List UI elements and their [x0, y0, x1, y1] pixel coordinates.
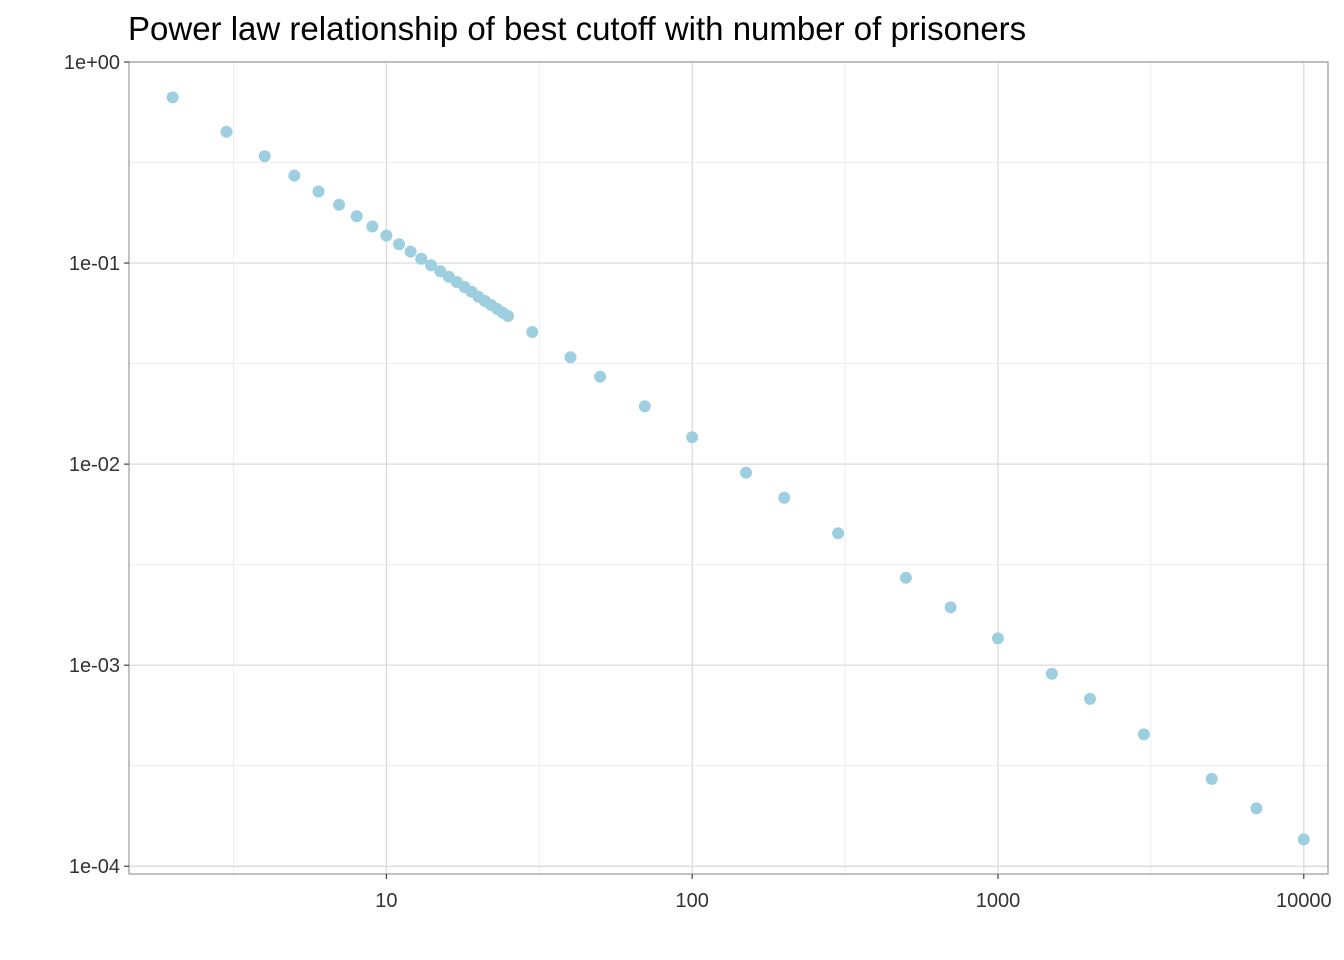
- data-point: [1205, 772, 1218, 785]
- data-point: [258, 150, 271, 163]
- y-tick-label: 1e-02: [69, 454, 120, 476]
- data-point: [1297, 833, 1310, 846]
- data-point: [166, 91, 179, 104]
- major-gridlines: [129, 61, 1328, 874]
- data-point: [404, 245, 417, 258]
- data-point: [686, 431, 699, 444]
- data-point: [564, 351, 577, 364]
- data-points: [166, 91, 1310, 846]
- data-point: [366, 220, 379, 233]
- x-tick-label: 10000: [1276, 890, 1332, 912]
- data-point: [899, 571, 912, 584]
- data-point: [380, 229, 393, 242]
- x-tick-label: 1000: [976, 890, 1021, 912]
- data-point: [778, 491, 791, 504]
- y-tick-label: 1e-04: [69, 856, 120, 878]
- data-point: [220, 125, 233, 138]
- minor-gridlines: [129, 62, 1328, 874]
- data-point: [594, 370, 607, 383]
- data-point: [434, 265, 447, 278]
- x-axis: 10 100 1000 10000: [375, 874, 1332, 912]
- plot-panel-border: [128, 61, 1329, 875]
- data-point: [288, 169, 301, 182]
- y-tick-label: 1e-01: [69, 253, 120, 275]
- y-tick-label: 1e-03: [69, 655, 120, 677]
- data-point: [333, 198, 346, 211]
- data-point: [1250, 802, 1263, 815]
- data-point: [1137, 728, 1150, 741]
- data-point: [393, 238, 406, 251]
- data-point: [425, 259, 438, 272]
- data-point: [740, 466, 753, 479]
- chart-title: Power law relationship of best cutoff wi…: [128, 10, 1026, 47]
- data-point: [991, 632, 1004, 645]
- x-tick-label: 100: [675, 890, 708, 912]
- y-axis: 1e-04 1e-03 1e-02 1e-01 1e+00: [64, 52, 129, 878]
- y-tick-label: 1e+00: [64, 52, 120, 74]
- data-point: [415, 252, 428, 265]
- data-point: [832, 527, 845, 540]
- data-point: [944, 601, 957, 614]
- data-point: [1045, 667, 1058, 680]
- data-point: [1084, 692, 1097, 705]
- data-point: [312, 185, 325, 198]
- data-point: [502, 310, 515, 323]
- data-point: [638, 400, 651, 413]
- data-point: [350, 210, 363, 223]
- x-tick-label: 10: [375, 890, 397, 912]
- data-point: [526, 326, 539, 339]
